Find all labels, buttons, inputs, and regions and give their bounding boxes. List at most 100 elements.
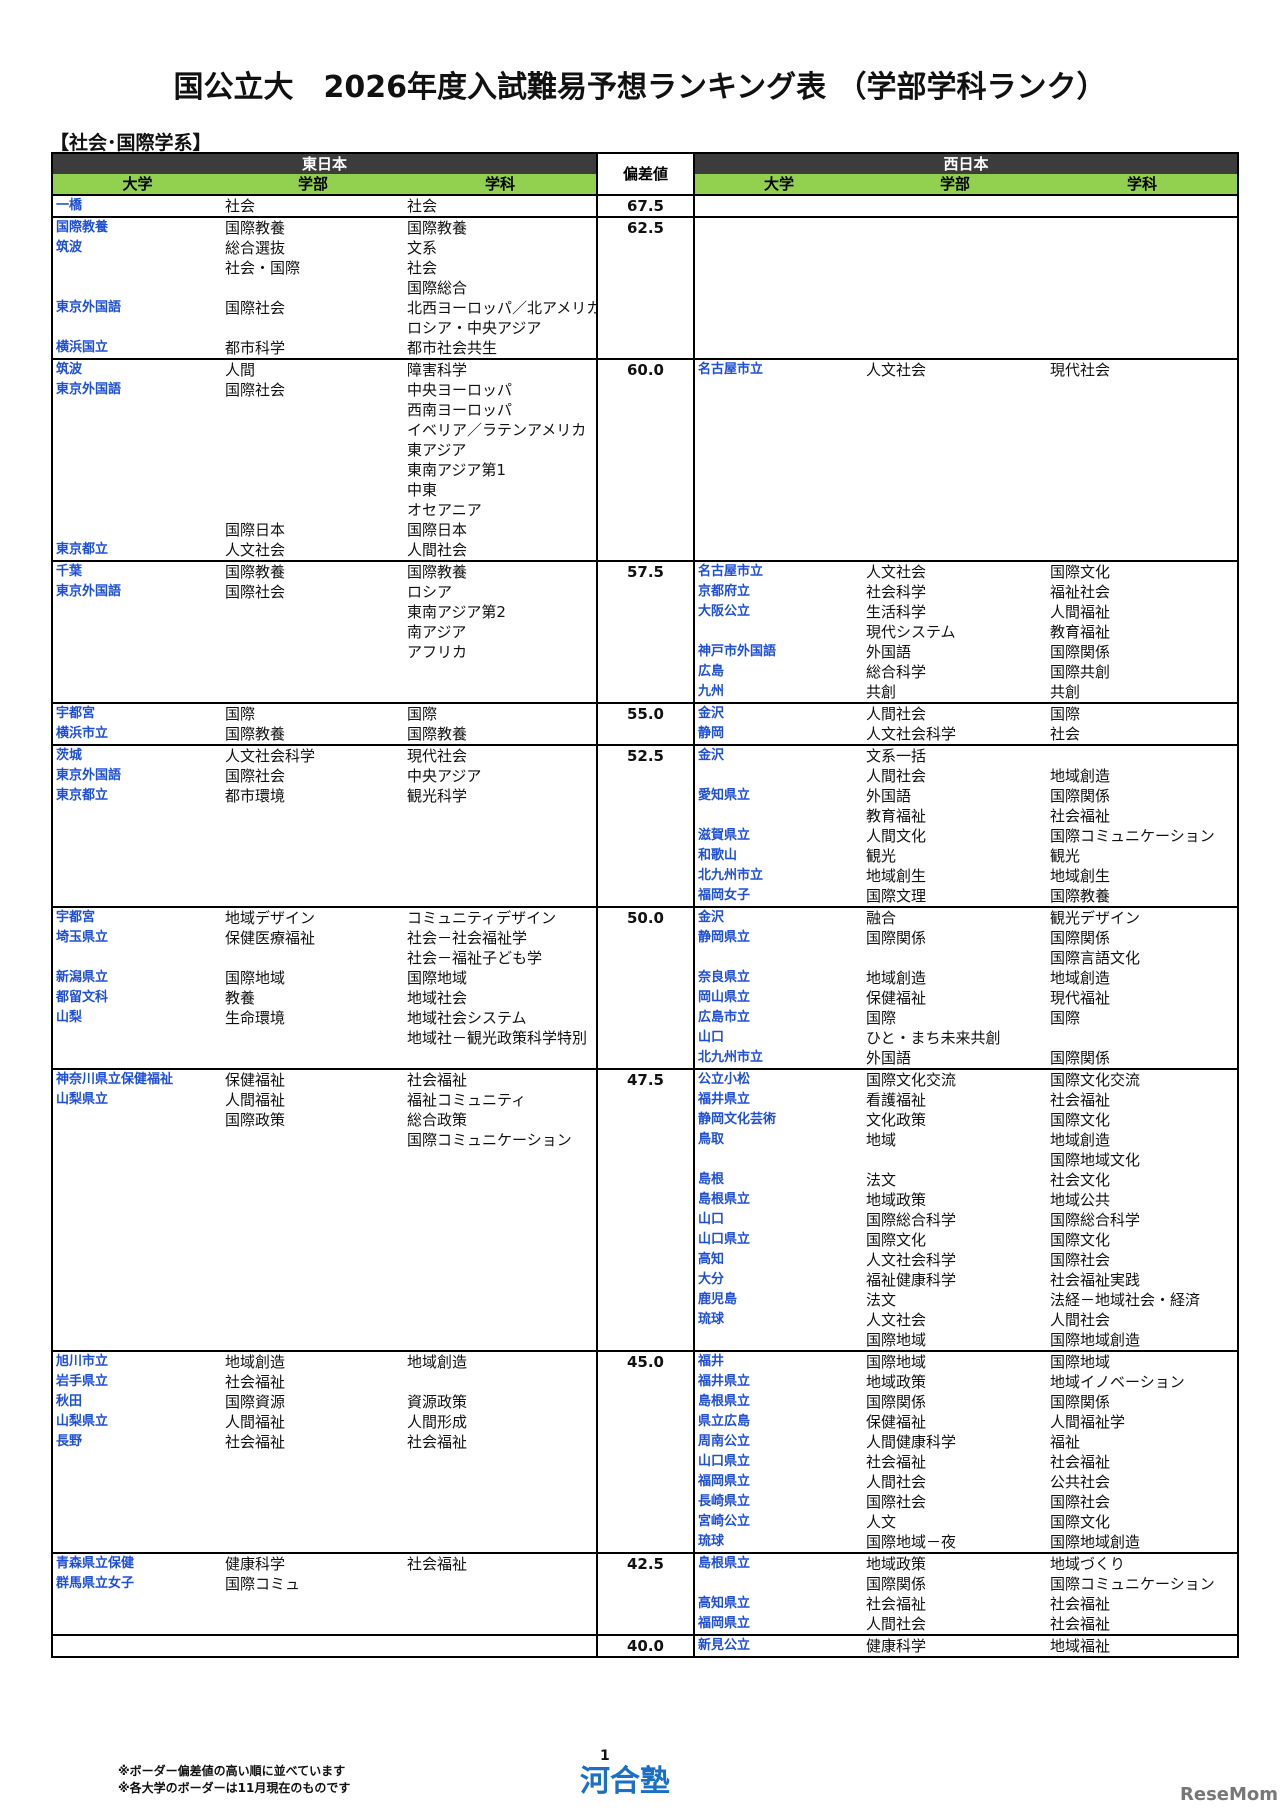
university [52,420,222,440]
faculty [222,662,404,682]
department: 社会福祉 [1050,1615,1111,1633]
university [52,258,222,278]
university [694,216,863,238]
faculty [222,1210,404,1230]
department: 国際教養 [1050,887,1111,905]
table-row: ロシア・中央アジア [52,318,1238,338]
department: 北西ヨーロッパ／北アメリカ [407,299,597,317]
university [694,806,863,826]
department [1047,298,1238,318]
university [694,1330,863,1351]
university: 福井 [694,1350,863,1372]
department: 共創 [1050,683,1081,701]
department: 資源政策 [407,1393,468,1411]
university: 長崎県立 [698,1494,751,1509]
department: 国際コミュニケーション [1050,1575,1215,1593]
university: 周南公立 [698,1434,751,1449]
department: ロシア [407,583,453,601]
department: 国際 [1047,702,1238,724]
department: 教育福祉 [1050,623,1111,641]
university [694,420,863,440]
university: 和歌山 [698,848,738,863]
university [694,622,863,642]
university: 横浜市立 [56,726,109,741]
department: 現代社会 [1047,358,1238,380]
score-header: 偏差値 [596,153,695,195]
department [404,1452,597,1472]
table-row: 島根 法文 社会文化 [52,1170,1238,1190]
table-row: 山梨県立 人間福祉 福祉コミュニティ 福井県立 看護福祉 社会福祉 [52,1090,1238,1110]
university [52,1150,222,1170]
faculty [222,1130,404,1150]
table-row: 東京都立 都市環境 観光科学 愛知県立 外国語 国際関係 [52,786,1238,806]
department [1047,278,1238,298]
department [1047,216,1238,238]
university: 筑波 [56,240,83,255]
faculty [222,1190,404,1210]
faculty [222,1492,404,1512]
department [1047,440,1238,460]
table-row: 宮崎公立 人文 国際文化 [52,1512,1238,1532]
table-row: 一橋 社会 社会 67.5 [52,194,1238,217]
faculty: 共創 [866,683,897,701]
table-row: 広島 総合科学 国際共創 [52,662,1238,682]
faculty [222,866,404,886]
faculty [222,846,404,866]
department [1047,318,1238,338]
table-row: 横浜市立 国際教養 国際教養 静岡 人文社会科学 社会 [52,724,1238,745]
university: 東京都立 [56,788,109,803]
table-row: 地域社－観光政策科学特別 山口 ひと・まち未来共創 [52,1028,1238,1048]
faculty: 都市科学 [225,339,286,357]
department: 地域社会システム [407,1009,527,1027]
table-row: 筑波 総合選抜 文系 [52,238,1238,258]
department: 国際関係 [1050,929,1111,947]
university: 東京外国語 [56,382,122,397]
department [404,866,597,886]
university [52,846,222,866]
faculty: 国際文化 [866,1231,927,1249]
faculty: 国際日本 [225,521,286,539]
university [52,866,222,886]
faculty: 都市環境 [225,787,286,805]
faculty: 国際資源 [225,1393,286,1411]
university: 島根県立 [698,1394,751,1409]
university: 宇都宮 [52,702,222,724]
faculty: 人文 [866,1513,897,1531]
faculty: 社会福祉 [866,1595,927,1613]
department: 国際日本 [407,521,468,539]
faculty: 国際政策 [225,1111,286,1129]
department: 地域創造 [1050,1131,1111,1149]
note: ※各大学のボーダーは11月現在のものです [118,1781,351,1795]
faculty: 国際文理 [866,887,927,905]
department: 福祉 [1050,1433,1081,1451]
faculty [863,400,1047,420]
department [404,1574,597,1594]
table-row: 山梨県立 人間福祉 人間形成 県立広島 保健福祉 人間福祉学 [52,1412,1238,1432]
faculty [222,1230,404,1250]
faculty: 地域政策 [863,1552,1047,1574]
university: 名古屋市立 [694,560,863,582]
university [694,948,863,968]
faculty [222,500,404,520]
department [1047,338,1238,359]
faculty: 国際教養 [222,560,404,582]
department: イベリア／ラテンアメリカ [407,421,587,439]
faculty: 人間健康科学 [866,1433,957,1451]
department: 社会－社会福祉学 [407,929,528,947]
department: 国際教養 [407,725,468,743]
faculty [222,1170,404,1190]
east-header: 東日本 [51,153,597,174]
department: 文系 [407,239,438,257]
university [52,1190,222,1210]
university [694,520,863,540]
university: 筑波 [52,358,222,380]
faculty [222,1270,404,1290]
university: 一橋 [52,194,222,217]
university: 奈良県立 [698,970,751,985]
department [1047,480,1238,500]
table-row: 長崎県立 国際社会 国際社会 [52,1492,1238,1512]
university: 秋田 [56,1394,83,1409]
table-row: 国際総合 [52,278,1238,298]
department [1047,238,1238,258]
department [404,1492,597,1512]
